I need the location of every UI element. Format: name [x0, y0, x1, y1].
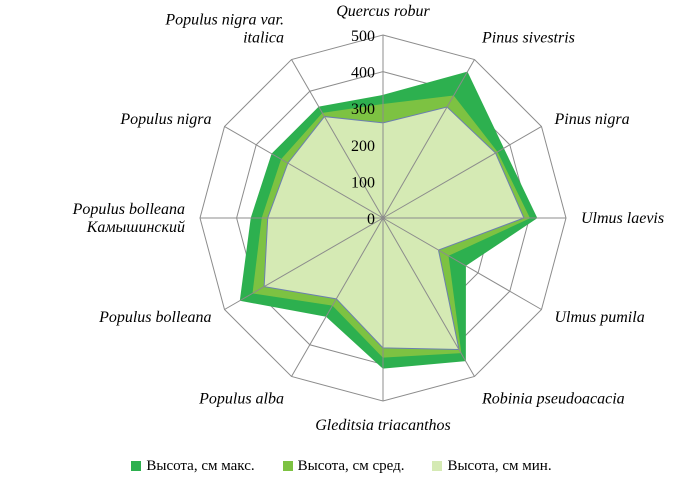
- tick-label: 500: [351, 28, 375, 45]
- series-layer: [239, 71, 538, 369]
- tick-label: 0: [367, 211, 375, 228]
- legend-item: Высота, см мин.: [432, 457, 552, 475]
- category-label: Quercus robur: [336, 3, 430, 20]
- tick-label: 100: [351, 174, 375, 191]
- category-label: Populus nigra var. italica: [164, 12, 284, 47]
- series-area-3: [263, 106, 525, 351]
- spoke: [382, 126, 542, 219]
- spoke: [382, 217, 475, 377]
- spoke: [224, 126, 384, 219]
- legend-swatch: [131, 461, 142, 471]
- category-label: Pinus nigra: [553, 111, 629, 128]
- legend-swatch: [432, 461, 443, 471]
- category-label: Robinia pseudoacacia: [481, 390, 625, 407]
- legend-label: Высота, см макс.: [146, 457, 255, 474]
- radar-spokes: [200, 35, 566, 401]
- tick-label: 400: [351, 65, 375, 82]
- spoke: [224, 217, 384, 310]
- legend-swatch: [282, 461, 293, 471]
- legend-label: Высота, см мин.: [447, 457, 552, 474]
- legend-label: Высота, см сред.: [297, 457, 405, 474]
- category-label: Pinus sivestris: [481, 30, 575, 47]
- legend-item: Высота, см макс.: [131, 457, 255, 475]
- category-label: Populus bolleana Камышинский: [72, 201, 185, 236]
- category-label: Populus bolleana: [98, 309, 211, 326]
- spoke: [382, 217, 542, 310]
- tick-labels: 0 100 200 300 400 500: [351, 28, 375, 228]
- category-label: Populus nigra: [119, 111, 211, 128]
- category-labels: Quercus robur Pinus sivestris Pinus nigra U…: [72, 3, 665, 434]
- category-label: Ulmus laevis: [581, 210, 664, 227]
- spoke: [291, 217, 384, 377]
- legend-item: Высота, см сред.: [282, 457, 405, 475]
- spoke: [291, 59, 384, 219]
- spoke: [382, 59, 475, 219]
- chart-legend: Высота, см макс. Высота, см сред. Высота, …: [0, 456, 683, 476]
- category-label: Populus alba: [198, 390, 284, 407]
- tick-label: 300: [351, 101, 375, 118]
- category-label: Gleditsia triacanthos: [315, 417, 451, 434]
- tick-label: 200: [351, 138, 375, 155]
- category-label: Ulmus pumila: [554, 309, 644, 326]
